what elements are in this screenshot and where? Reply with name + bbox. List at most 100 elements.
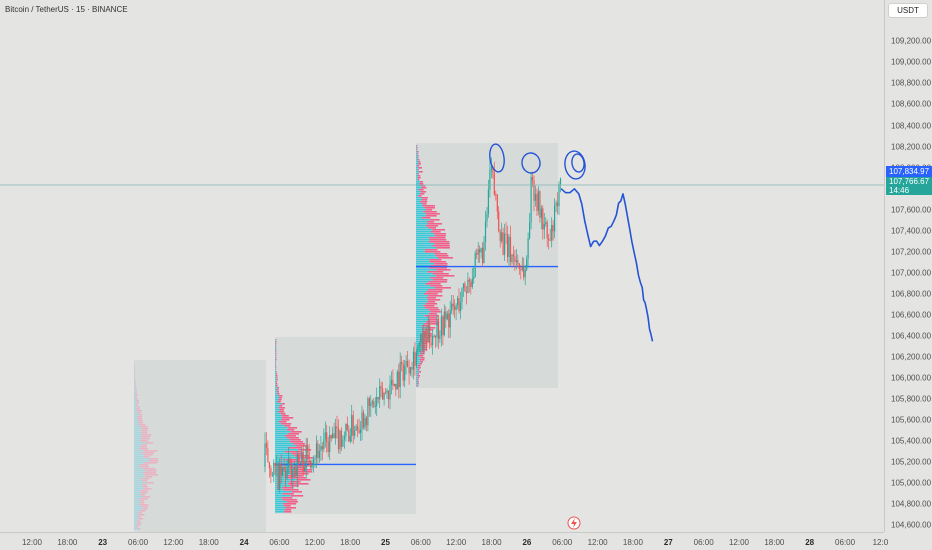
volume-profile-bar-up — [134, 512, 139, 514]
candle-body — [498, 211, 500, 232]
time-axis-label: 06:00 — [128, 538, 149, 547]
candle-body — [474, 253, 476, 278]
volume-profile-bar-up — [416, 331, 423, 333]
volume-profile-bar-down — [434, 243, 450, 245]
volume-profile-bar-down — [143, 450, 158, 452]
volume-profile-bar-up — [416, 265, 431, 267]
candle-body — [515, 260, 517, 262]
chart-plot-area[interactable] — [0, 0, 884, 532]
price-axis-label: 106,600.00 — [891, 310, 932, 320]
volume-profile-bar-down — [428, 327, 436, 329]
candle-body — [543, 223, 545, 230]
volume-profile-bar-up — [275, 443, 294, 445]
candle-body — [296, 454, 298, 476]
candle-body — [392, 379, 394, 386]
volume-profile-bar-up — [275, 457, 298, 459]
volume-profile-bar-up — [275, 413, 281, 415]
candle-body — [451, 303, 453, 311]
drawing-circle — [521, 152, 541, 174]
volume-profile-bar-down — [281, 415, 289, 417]
volume-profile-bar-up — [416, 243, 435, 245]
volume-profile-bar-down — [430, 277, 444, 279]
volume-profile-bar-down — [418, 163, 421, 165]
volume-profile-bar-down — [422, 343, 428, 345]
volume-profile-bar-down — [417, 155, 419, 157]
volume-profile-bar-up — [275, 341, 276, 343]
currency-button[interactable]: USDT — [888, 3, 928, 18]
volume-profile-bar-down — [143, 454, 153, 456]
candle-body — [476, 253, 478, 255]
candle-body — [555, 202, 557, 206]
candle-body — [427, 325, 429, 342]
volume-profile-bar-up — [275, 371, 277, 373]
candle-body — [411, 367, 413, 370]
candle-body — [373, 401, 375, 407]
time-axis[interactable]: 12:00 18:00 23 06:00 12:00 18:00 24 06:00 12:00 1… — [0, 532, 888, 550]
volume-profile-bar-up — [416, 255, 436, 257]
volume-profile-bar-down — [135, 394, 138, 396]
last-price-tag: 107,766.67 14:46 — [886, 177, 932, 195]
volume-profile-bar-up — [416, 259, 430, 261]
volume-profile-bar-down — [275, 355, 277, 357]
price-axis-label: 104,600.00 — [891, 520, 932, 530]
candle-body — [490, 166, 492, 170]
volume-profile-bar-down — [417, 381, 419, 383]
volume-profile-bar-up — [134, 372, 135, 374]
price-chart[interactable] — [0, 0, 884, 532]
candle-body — [386, 390, 388, 393]
volume-profile-bar-up — [275, 379, 277, 381]
volume-profile-bar-down — [435, 235, 446, 237]
volume-profile-bar-down — [136, 410, 142, 412]
volume-profile-bar-up — [416, 167, 419, 169]
volume-profile-bar-down — [278, 407, 285, 409]
candle-body — [508, 237, 510, 257]
volume-profile-bar-up — [416, 271, 428, 273]
volume-profile-bar-down — [135, 398, 138, 400]
time-axis-label: 18:00 — [198, 538, 219, 547]
volume-profile-bar-up — [275, 497, 282, 499]
volume-profile-bar-down — [276, 371, 277, 373]
volume-profile-bar-down — [285, 451, 302, 453]
volume-profile-bar-up — [416, 223, 428, 225]
volume-profile-bar-up — [134, 484, 142, 486]
price-axis[interactable]: 109,200.00 109,000.00 108,800.00 108,600.00… — [884, 0, 932, 532]
candle-body — [274, 462, 276, 466]
volume-profile-bar-up — [416, 367, 419, 369]
volume-profile-bar-down — [428, 289, 443, 291]
volume-profile-bar-up — [134, 398, 136, 400]
candle-body — [467, 279, 469, 293]
volume-profile-bar-down — [140, 494, 146, 496]
volume-profile-bar-down — [420, 353, 425, 355]
volume-profile-bar-up — [416, 307, 426, 309]
candle-body — [396, 371, 398, 390]
volume-profile-bar-down — [423, 211, 437, 213]
volume-profile-bar-down — [275, 343, 277, 345]
candle-body — [330, 434, 332, 439]
time-axis-label: 27 — [663, 538, 673, 547]
volume-profile-bar-up — [275, 489, 284, 491]
candle-body — [449, 310, 451, 328]
candle-body — [409, 367, 412, 374]
candle-body — [321, 446, 323, 450]
symbol-title[interactable]: Bitcoin / TetherUS · 15 · BINANCE — [5, 5, 128, 14]
volume-profile-bar-up — [416, 365, 418, 367]
volume-profile-bar-up — [416, 155, 418, 157]
candle-body — [436, 322, 438, 338]
candle-body — [317, 443, 319, 458]
candle-body — [282, 467, 284, 476]
volume-profile-bar-down — [421, 187, 427, 189]
volume-profile-bar-down — [422, 203, 427, 205]
volume-profile-bar-down — [145, 476, 152, 478]
volume-profile-bar-down — [293, 465, 309, 467]
candle-body — [361, 412, 363, 430]
volume-profile-bar-up — [275, 373, 277, 375]
candle-body — [412, 351, 415, 370]
candle-body — [277, 464, 279, 490]
price-axis-label: 105,200.00 — [891, 457, 932, 467]
volume-profile-bar-up — [416, 231, 431, 233]
volume-profile-bar-up — [416, 177, 418, 179]
volume-profile-bar-up — [134, 470, 146, 472]
volume-profile-bar-up — [134, 366, 135, 368]
volume-profile-bar-down — [417, 377, 419, 379]
volume-profile-bar-up — [275, 423, 282, 425]
